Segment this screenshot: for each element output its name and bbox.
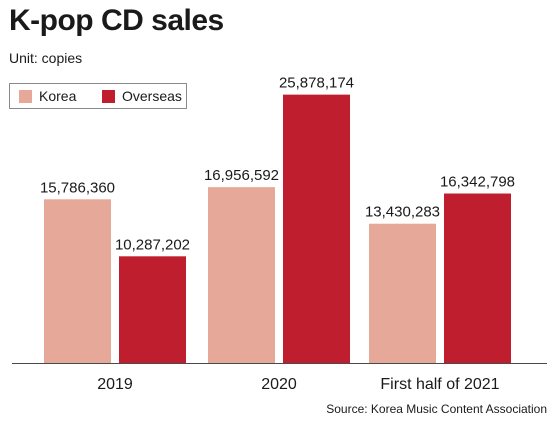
source-note: Source: Korea Music Content Association [326, 402, 547, 416]
legend-label-overseas: Overseas [122, 88, 182, 104]
legend-item-korea: Korea [19, 84, 76, 108]
bar-overseas-0 [119, 256, 186, 363]
category-label-1: 2020 [261, 376, 297, 393]
data-label-korea-2: 13,430,283 [365, 204, 440, 221]
bar-korea-0 [44, 199, 111, 363]
legend: Korea Overseas [9, 83, 187, 109]
category-label-2: First half of 2021 [380, 376, 499, 393]
data-label-overseas-2: 16,342,798 [440, 174, 515, 191]
legend-label-korea: Korea [39, 88, 77, 104]
bar-korea-2 [369, 223, 436, 363]
category-label-0: 2019 [97, 376, 133, 393]
bar-korea-1 [208, 187, 275, 363]
data-label-korea-0: 15,786,360 [40, 179, 115, 196]
unit-label: Unit: copies [9, 50, 83, 66]
legend-swatch-overseas [102, 89, 115, 103]
legend-item-overseas: Overseas [102, 84, 182, 108]
data-label-korea-1: 16,956,592 [204, 167, 279, 184]
data-label-overseas-0: 10,287,202 [115, 236, 190, 253]
chart-title: K-pop CD sales [9, 4, 224, 37]
data-label-overseas-1: 25,878,174 [279, 75, 354, 92]
bar-overseas-2 [444, 193, 511, 363]
bar-overseas-1 [283, 94, 350, 363]
legend-swatch-korea [19, 89, 32, 103]
